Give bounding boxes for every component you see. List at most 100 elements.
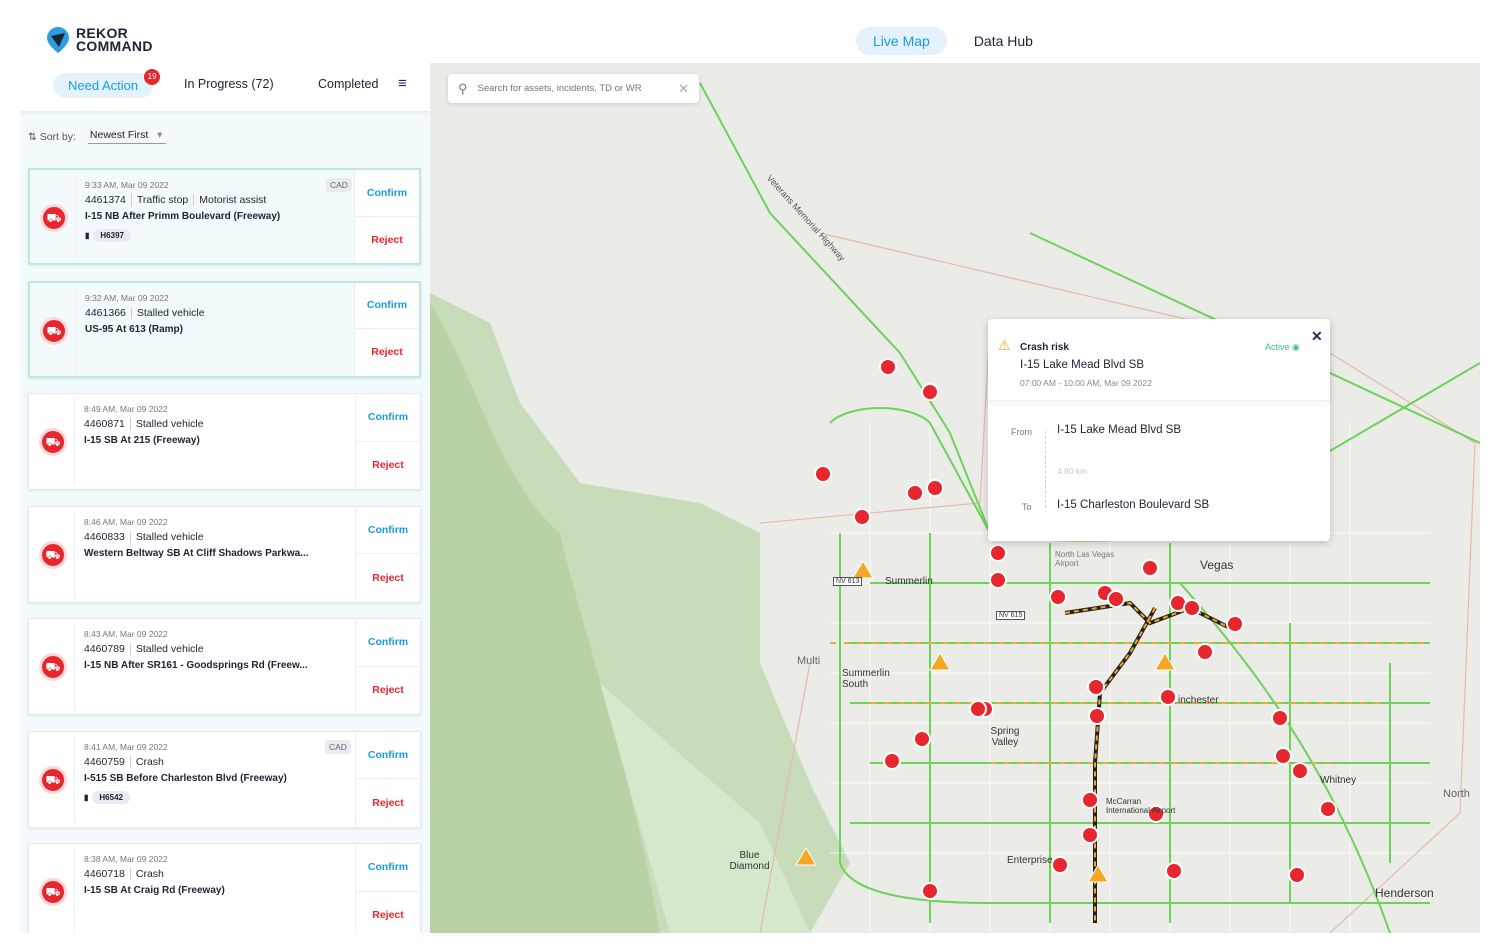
incident-marker[interactable] — [913, 730, 931, 748]
nav-data-hub[interactable]: Data Hub — [973, 33, 1033, 49]
confirm-button[interactable]: Confirm — [356, 844, 420, 892]
incident-marker[interactable] — [1226, 615, 1244, 633]
vehicle-icon: ⛟ — [39, 428, 67, 456]
incident-card[interactable]: ⛟ 8:49 AM, Mar 09 2022 4460871 Stalled ve… — [28, 393, 421, 490]
incident-card[interactable]: ⛟ 9:32 AM, Mar 09 2022 4461366 Stalled ve… — [28, 280, 421, 378]
incident-marker[interactable] — [989, 544, 1007, 562]
search-bar: ⚲ ✕ — [448, 74, 699, 103]
incident-marker[interactable] — [1141, 559, 1159, 577]
incident-card[interactable]: ⛟ 8:38 AM, Mar 09 2022 4460718 Crash I-15… — [28, 843, 421, 933]
incident-marker[interactable] — [1196, 643, 1214, 661]
close-icon[interactable]: ✕ — [1311, 328, 1323, 344]
warning-marker[interactable] — [795, 847, 817, 866]
live-map[interactable]: ⚲ ✕ Veterans Memorial Highway Summerlin … — [430, 63, 1480, 933]
incident-time: 8:38 AM, Mar 09 2022 — [84, 854, 168, 864]
tab-need-action[interactable]: Need Action 19 — [53, 69, 161, 98]
vehicle-icon: ⛟ — [39, 540, 67, 569]
incident-marker[interactable] — [1081, 826, 1099, 844]
incident-marker[interactable] — [883, 752, 901, 770]
divider — [74, 848, 75, 933]
incident-marker[interactable] — [1159, 688, 1177, 706]
incident-card[interactable]: ⛟ 8:43 AM, Mar 09 2022 4460789 Stalled ve… — [28, 618, 421, 715]
tab-completed[interactable]: Completed — [318, 77, 379, 91]
card-actions: Confirm Reject — [354, 282, 419, 376]
incident-time: 8:41 AM, Mar 09 2022 — [84, 741, 168, 752]
incident-marker[interactable] — [1319, 800, 1337, 818]
incident-id: 4460759 — [84, 755, 125, 768]
clear-search-icon[interactable]: ✕ — [678, 80, 689, 96]
reject-button[interactable]: Reject — [371, 346, 403, 359]
incident-marker[interactable] — [969, 700, 987, 718]
incident-marker[interactable] — [1107, 590, 1125, 608]
card-actions: Confirm Reject — [354, 170, 419, 263]
confirm-button[interactable]: Confirm — [356, 619, 420, 667]
incident-marker[interactable] — [1271, 709, 1289, 727]
card-actions: Confirm Reject — [355, 844, 420, 933]
incident-marker[interactable] — [1088, 707, 1106, 725]
search-input[interactable] — [477, 83, 669, 94]
reject-button[interactable]: Reject — [372, 909, 404, 922]
radio-icon: ▮ — [85, 231, 90, 240]
warning-marker[interactable] — [929, 652, 951, 671]
incident-id: 4461374 — [85, 194, 126, 206]
confirm-button[interactable]: Confirm — [355, 170, 419, 217]
incident-marker[interactable] — [1288, 866, 1306, 884]
map-label: Enterprise — [1007, 855, 1053, 866]
card-actions: Confirm Reject — [355, 506, 420, 602]
incident-time: 9:33 AM, Mar 09 2022 — [85, 180, 169, 190]
confirm-button[interactable]: Confirm — [356, 394, 420, 442]
incident-marker[interactable] — [989, 571, 1007, 589]
incident-meta: 4460833 Stalled vehicle — [84, 530, 204, 543]
incident-marker[interactable] — [1147, 805, 1165, 823]
incident-marker[interactable] — [1051, 856, 1069, 874]
confirm-button[interactable]: Confirm — [355, 283, 419, 329]
incident-card[interactable]: ⛟ 9:33 AM, Mar 09 2022 4461374 Traffic st… — [28, 168, 421, 265]
incident-marker[interactable] — [1081, 791, 1099, 809]
brand-line1: REKOR — [76, 25, 129, 41]
reject-button[interactable]: Reject — [372, 796, 404, 809]
incident-marker[interactable] — [921, 882, 939, 900]
map-label: Spring Valley — [990, 726, 1020, 748]
incident-marker[interactable] — [853, 508, 871, 526]
incident-id: 4460833 — [84, 530, 125, 543]
card-actions: Confirm Reject — [355, 731, 420, 827]
search-icon: ⚲ — [458, 80, 468, 96]
tabs: Need Action 19 In Progress (72) Completed… — [20, 63, 430, 111]
warning-marker[interactable] — [1087, 864, 1109, 883]
reject-button[interactable]: Reject — [371, 233, 403, 246]
sort-select[interactable]: Newest First ▾ — [87, 129, 167, 144]
incident-marker[interactable] — [1087, 678, 1105, 696]
incident-meta: 4460718 Crash — [84, 868, 164, 880]
tab-in-progress[interactable]: In Progress (72) — [184, 77, 274, 91]
incident-type: Crash — [129, 755, 164, 768]
confirm-button[interactable]: Confirm — [356, 507, 420, 554]
incident-marker[interactable] — [1291, 762, 1309, 780]
incident-marker[interactable] — [1274, 747, 1292, 765]
incident-marker[interactable] — [879, 358, 897, 376]
sort-label: Sort by: — [39, 130, 76, 143]
map-label: Henderson — [1375, 886, 1434, 900]
reject-button[interactable]: Reject — [372, 684, 404, 697]
warning-marker[interactable] — [1154, 652, 1176, 671]
incident-marker[interactable] — [906, 484, 924, 502]
incident-id: 4460718 — [84, 868, 125, 880]
filter-list-icon[interactable]: ≡ — [398, 75, 407, 92]
unit-id: H6542 — [92, 790, 130, 804]
incident-marker[interactable] — [1049, 588, 1067, 606]
nav-live-map[interactable]: Live Map — [856, 27, 947, 55]
incident-card[interactable]: ⛟ 8:46 AM, Mar 09 2022 4460833 Stalled ve… — [28, 505, 421, 603]
incident-marker[interactable] — [1183, 599, 1201, 617]
confirm-button[interactable]: Confirm — [356, 732, 420, 779]
to-label: To — [1022, 502, 1032, 512]
incident-marker[interactable] — [926, 479, 944, 497]
warning-marker[interactable] — [852, 560, 874, 579]
incident-marker[interactable] — [921, 383, 939, 401]
crash-icon: ⛟ — [39, 878, 67, 906]
incident-marker[interactable] — [814, 465, 832, 483]
chevron-down-icon: ▾ — [157, 129, 163, 141]
reject-button[interactable]: Reject — [372, 571, 404, 584]
incident-card[interactable]: ⛟ 8:41 AM, Mar 09 2022 4460759 Crash I-51… — [28, 730, 421, 828]
unit-id: H6397 — [93, 229, 131, 242]
reject-button[interactable]: Reject — [372, 459, 404, 472]
incident-marker[interactable] — [1165, 862, 1183, 880]
